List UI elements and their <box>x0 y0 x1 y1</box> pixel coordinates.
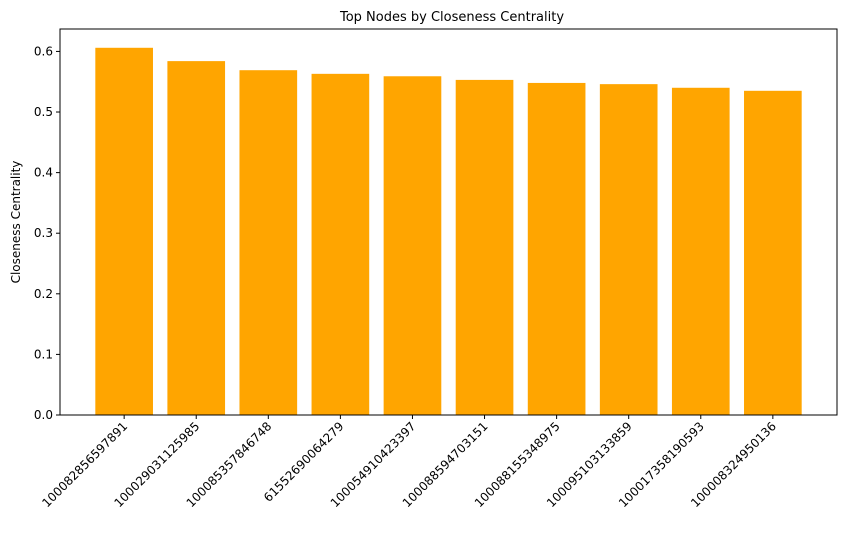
y-tick-label: 0.5 <box>34 105 53 119</box>
bar-100029031125985 <box>167 61 226 415</box>
bar-100088155348975 <box>527 82 586 416</box>
y-tick-label: 0.0 <box>34 408 53 422</box>
x-tick-label: 61552690064279 <box>261 419 346 504</box>
bar-100095103133859 <box>599 84 658 416</box>
bar-100054910423397 <box>383 76 442 415</box>
y-tick-label: 0.6 <box>34 44 53 58</box>
y-tick-label: 0.4 <box>34 166 53 180</box>
bar-100017358190593 <box>671 87 730 415</box>
y-tick-label: 0.1 <box>34 347 53 361</box>
x-axis-ticks: 1000828565978911000290311259851000853578… <box>39 415 779 510</box>
y-axis-ticks: 0.0 0.1 0.2 0.3 0.4 0.5 0.6 <box>34 44 60 422</box>
y-tick-label: 0.2 <box>34 287 53 301</box>
y-axis-label: Closeness Centrality <box>9 161 23 284</box>
y-tick-label: 0.3 <box>34 226 53 240</box>
plot-frame <box>59 28 838 416</box>
chart-title: Top Nodes by Closeness Centrality <box>339 10 564 25</box>
bar-100085357846748 <box>239 70 298 415</box>
bar-100088594703151 <box>455 79 514 416</box>
bars-group <box>95 47 802 416</box>
bar-100082856597891 <box>95 47 153 415</box>
bar-100008324950136 <box>744 90 802 416</box>
bar-61552690064279 <box>311 73 370 416</box>
